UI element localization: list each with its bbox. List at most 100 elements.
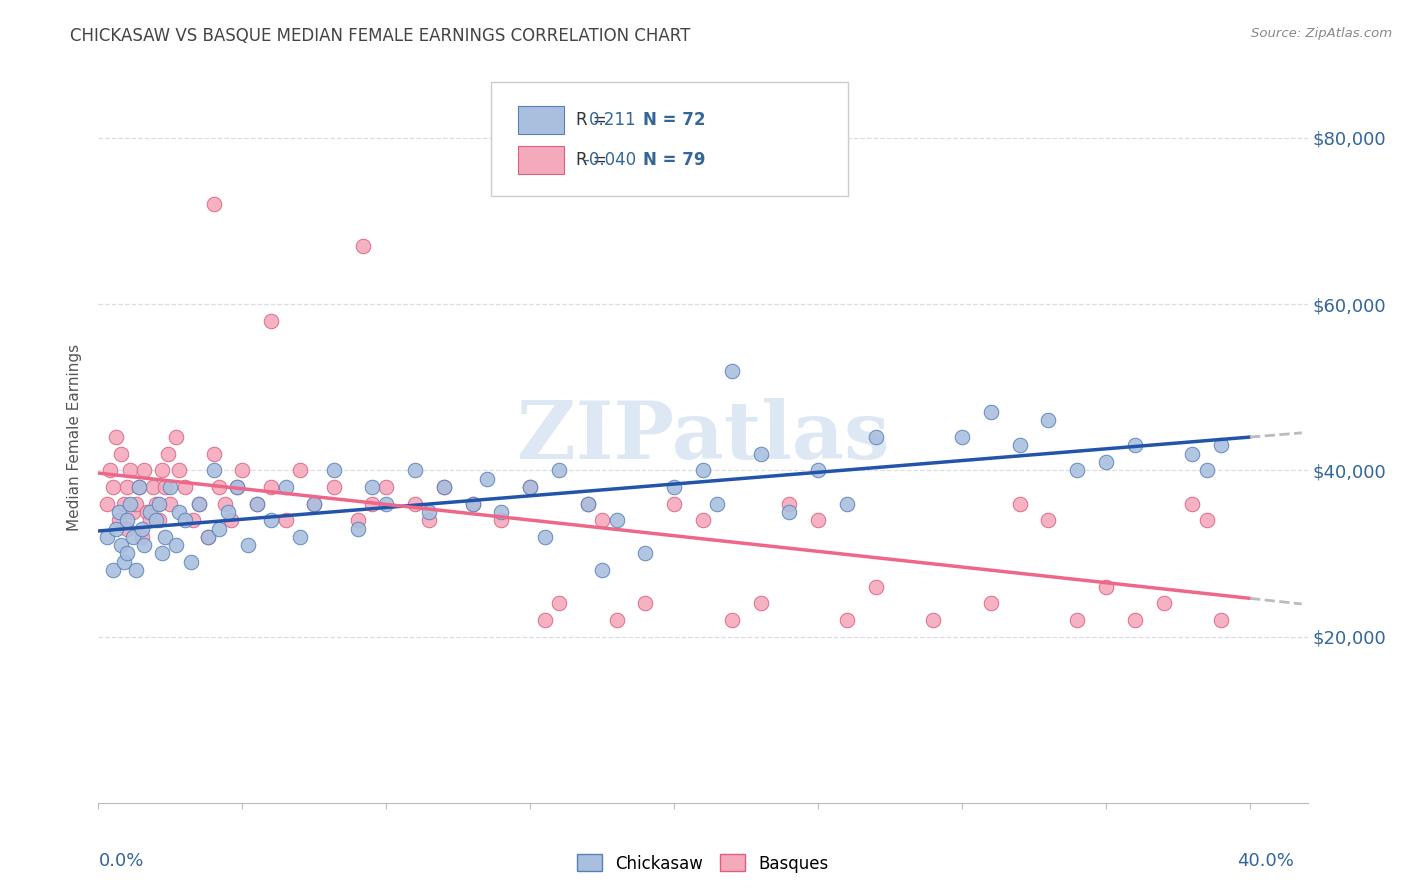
Point	[145, 513, 167, 527]
Point	[922, 613, 945, 627]
Point	[1038, 413, 1060, 427]
Point	[807, 463, 830, 477]
Point	[807, 513, 830, 527]
Point	[125, 497, 148, 511]
Point	[246, 497, 269, 511]
FancyBboxPatch shape	[517, 106, 564, 134]
Point	[188, 497, 211, 511]
Point	[122, 530, 145, 544]
Point	[134, 463, 156, 477]
Point	[260, 314, 283, 328]
Text: Source: ZipAtlas.com: Source: ZipAtlas.com	[1251, 27, 1392, 40]
Point	[634, 546, 657, 560]
Point	[112, 555, 135, 569]
Point	[346, 513, 368, 527]
Text: CHICKASAW VS BASQUE MEDIAN FEMALE EARNINGS CORRELATION CHART: CHICKASAW VS BASQUE MEDIAN FEMALE EARNIN…	[70, 27, 690, 45]
Text: 40.0%: 40.0%	[1237, 852, 1294, 870]
Point	[120, 463, 142, 477]
Point	[1181, 447, 1204, 461]
Text: N = 79: N = 79	[643, 151, 704, 169]
Point	[167, 463, 190, 477]
Point	[183, 513, 205, 527]
Point	[110, 538, 132, 552]
Point	[591, 563, 613, 577]
Point	[274, 480, 297, 494]
Point	[217, 505, 239, 519]
FancyBboxPatch shape	[492, 82, 848, 195]
Point	[128, 480, 150, 494]
Point	[104, 521, 127, 535]
Point	[778, 497, 800, 511]
Point	[1038, 513, 1060, 527]
Point	[167, 505, 190, 519]
Point	[125, 563, 148, 577]
Point	[1211, 438, 1233, 452]
Point	[173, 480, 195, 494]
Point	[202, 447, 225, 461]
Y-axis label: Median Female Earnings: Median Female Earnings	[67, 343, 83, 531]
Legend: Chickasaw, Basques: Chickasaw, Basques	[571, 847, 835, 880]
Point	[980, 596, 1002, 610]
Text: 0.211: 0.211	[589, 111, 637, 128]
Point	[128, 480, 150, 494]
Point	[246, 497, 269, 511]
Point	[188, 497, 211, 511]
Point	[352, 239, 374, 253]
Point	[288, 530, 311, 544]
Point	[274, 513, 297, 527]
Point	[134, 538, 156, 552]
Point	[404, 497, 426, 511]
Point	[692, 513, 714, 527]
Point	[122, 505, 145, 519]
Point	[720, 363, 742, 377]
Point	[1066, 463, 1088, 477]
FancyBboxPatch shape	[517, 146, 564, 174]
Point	[591, 513, 613, 527]
Point	[131, 521, 153, 535]
Point	[139, 513, 162, 527]
Text: ZIPatlas: ZIPatlas	[517, 398, 889, 476]
Point	[288, 463, 311, 477]
Point	[418, 513, 440, 527]
Point	[165, 538, 187, 552]
Point	[706, 497, 728, 511]
Point	[361, 497, 384, 511]
Point	[304, 497, 326, 511]
Point	[634, 596, 657, 610]
Point	[148, 497, 170, 511]
Point	[1211, 613, 1233, 627]
Point	[865, 430, 887, 444]
Point	[533, 613, 555, 627]
Point	[148, 513, 170, 527]
Point	[576, 497, 599, 511]
Point	[236, 538, 259, 552]
Point	[115, 513, 138, 527]
Point	[835, 613, 858, 627]
Text: R =: R =	[576, 111, 607, 128]
Point	[153, 530, 176, 544]
Point	[749, 596, 772, 610]
Point	[1095, 580, 1118, 594]
Point	[115, 546, 138, 560]
Point	[375, 497, 398, 511]
Point	[260, 513, 283, 527]
Point	[159, 480, 181, 494]
Point	[461, 497, 484, 511]
Point	[202, 197, 225, 211]
Point	[433, 480, 456, 494]
Point	[346, 521, 368, 535]
Point	[115, 480, 138, 494]
Point	[208, 521, 231, 535]
Point	[156, 447, 179, 461]
Point	[112, 497, 135, 511]
Point	[519, 480, 541, 494]
Point	[1123, 438, 1146, 452]
Point	[1008, 438, 1031, 452]
Point	[461, 497, 484, 511]
Point	[980, 405, 1002, 419]
Point	[323, 463, 346, 477]
Point	[749, 447, 772, 461]
Point	[1195, 513, 1218, 527]
Point	[96, 497, 118, 511]
Point	[778, 505, 800, 519]
